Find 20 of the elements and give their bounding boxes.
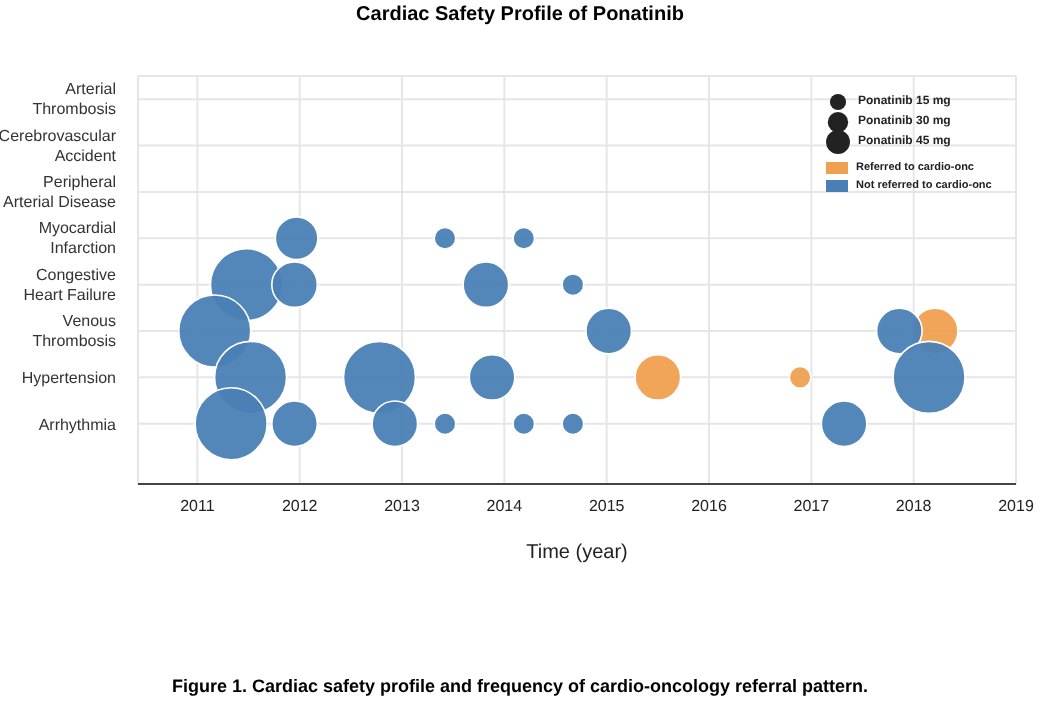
y-tick-label: Hypertension [21,369,116,388]
x-tick-label: 2012 [281,497,319,516]
y-tick-label: Venous Thrombosis [32,312,116,350]
x-tick-label: 2015 [588,497,626,516]
caption: Figure 1. Cardiac safety profile and frequency of cardio-oncology referral pattern. [169,676,871,696]
y-tick-label: Arterial Thrombosis [32,80,117,119]
x-tick-label: 2013 [384,497,421,516]
x-tick-label: 2011 [180,497,216,516]
x-tick-label: 2017 [793,497,831,516]
y-tick-label: Arrhythmia [38,415,118,434]
y-tick-label: Cerebrovascular Accident [0,126,118,165]
x-tick-label: 2018 [895,497,933,516]
x-axis-title: Time (year) [526,542,628,564]
y-tick-label: Peripheral Arterial Disease [3,172,118,211]
chart-title: Cardiac Safety Profile of Ponatinib [354,4,686,26]
x-tick-label: 2019 [998,497,1035,516]
x-tick-label: 2014 [486,497,524,516]
x-tick-label: 2016 [691,497,728,516]
y-tick-label: Myocardial Infarction [38,219,117,258]
y-tick-label: Congestive Heart Failure [23,265,118,304]
